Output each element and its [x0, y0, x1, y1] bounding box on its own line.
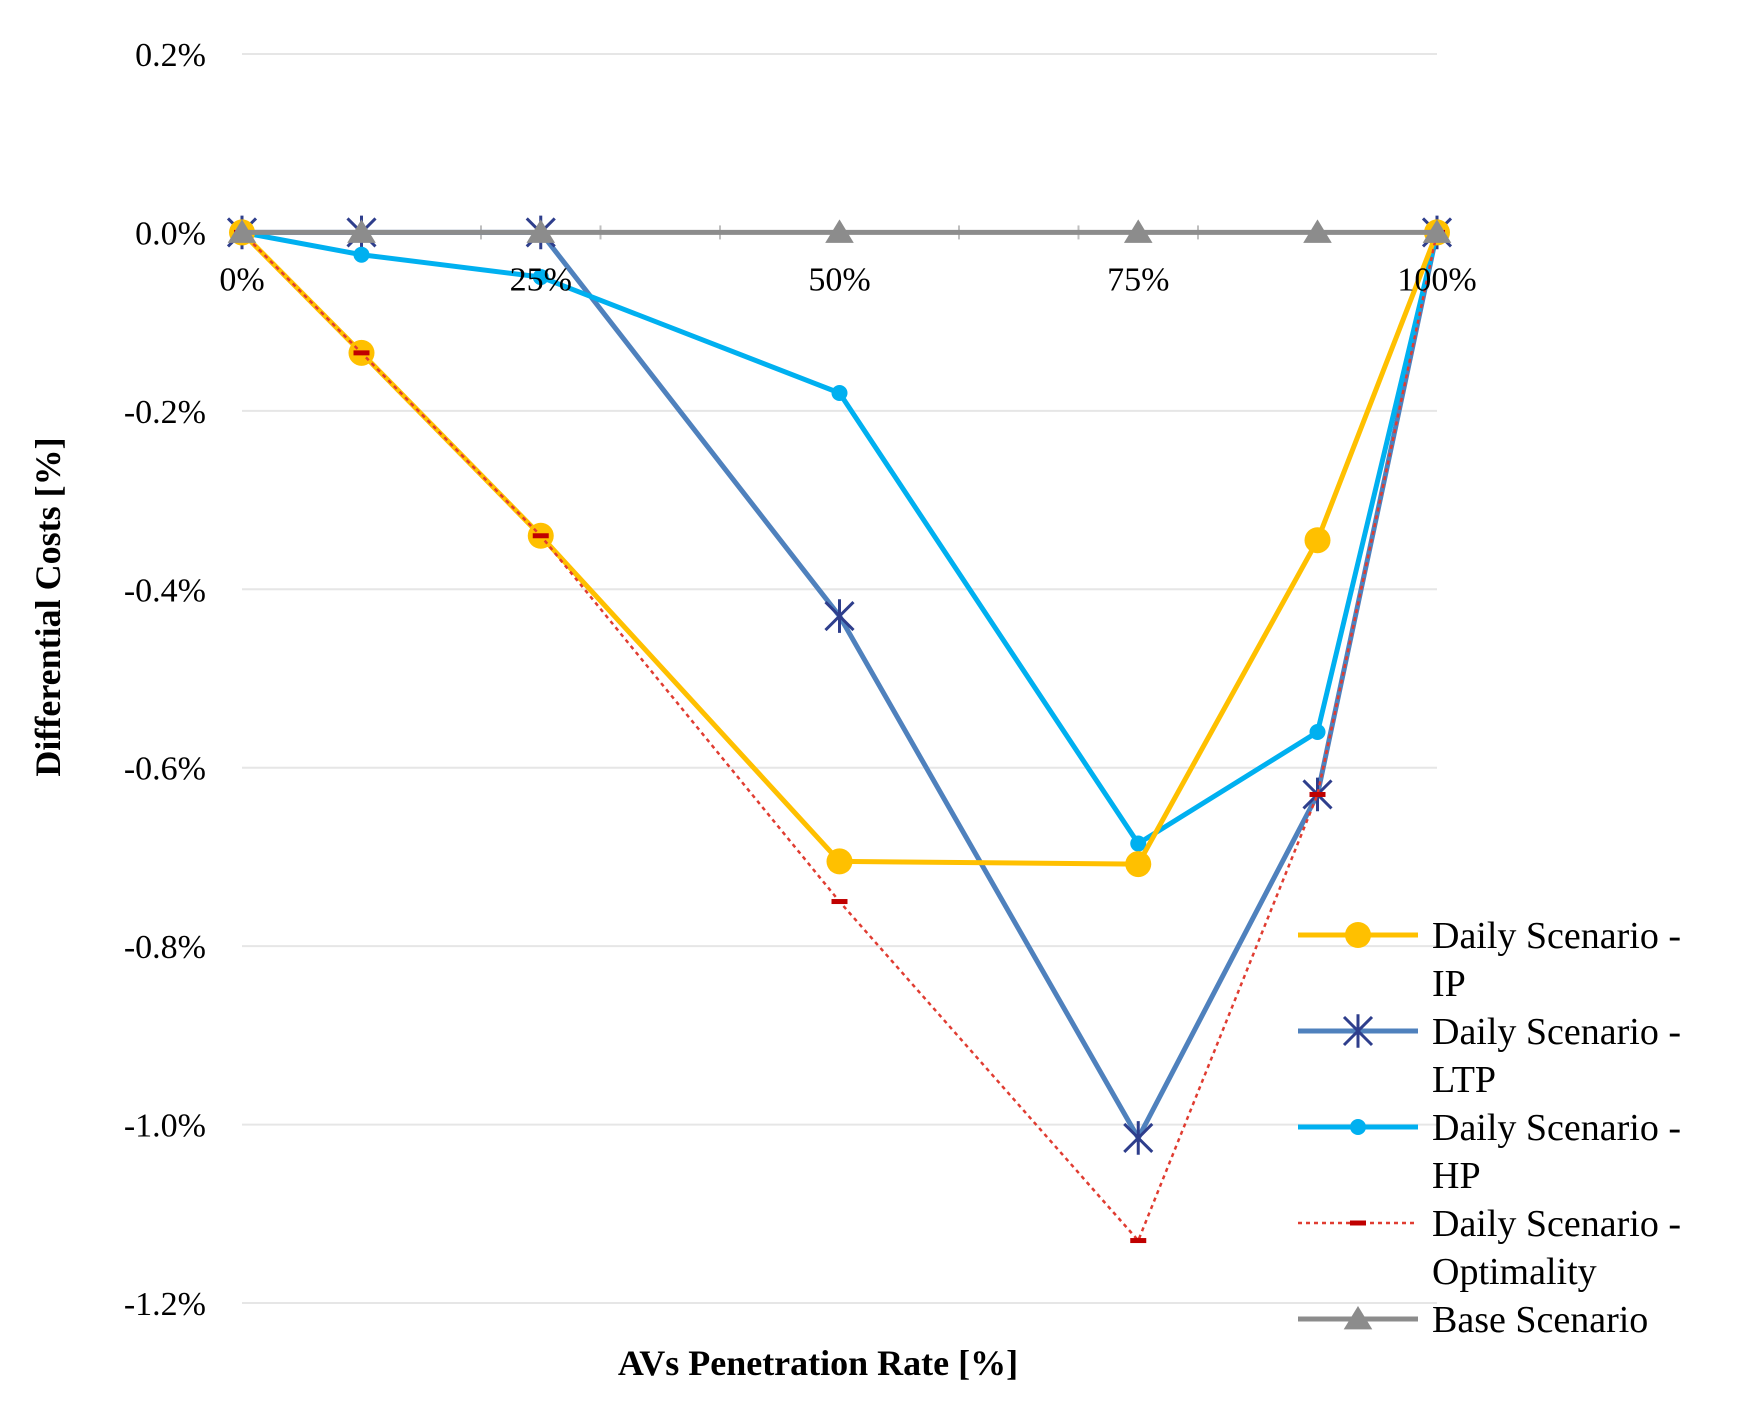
data-point: [1125, 851, 1152, 878]
data-point: [826, 848, 853, 875]
data-point: [1350, 1220, 1366, 1226]
data-point: [831, 385, 848, 402]
y-tick-label: -0.8%: [124, 929, 206, 966]
legend-label: IP: [1432, 963, 1466, 1005]
legend-item: Daily Scenario - Optimality: [1298, 1203, 1681, 1293]
data-point: [824, 599, 855, 633]
x-tick-label: 50%: [808, 261, 870, 298]
x-tick-label: 0%: [219, 261, 264, 298]
legend-item: Daily Scenario - LTP: [1298, 1011, 1681, 1101]
y-axis-ticks: 0.2% 0.0% -0.2% -0.4% -0.6% -0.8% -1.0% -1.2%: [124, 37, 206, 1323]
legend-label: Optimality: [1432, 1251, 1597, 1293]
legend-label: Daily Scenario -: [1432, 915, 1681, 957]
x-axis-ticks: 0% 25% 50% 75% 100%: [219, 261, 1476, 298]
data-point: [353, 350, 370, 356]
series-base-scenario: [227, 219, 1452, 243]
data-point: [532, 269, 549, 286]
legend-item: Daily Scenario - IP: [1298, 915, 1681, 1005]
y-tick-label: -1.2%: [124, 1286, 206, 1323]
x-tick-label: 25%: [510, 261, 572, 298]
y-tick-label: -0.4%: [124, 572, 206, 609]
legend-item: Daily Scenario - HP: [1298, 1107, 1681, 1197]
y-tick-label: 0.0%: [135, 215, 206, 252]
data-point: [825, 219, 854, 243]
legend-label: Daily Scenario -: [1432, 1011, 1681, 1053]
y-tick-label: -0.6%: [124, 751, 206, 788]
legend-label: Base Scenario: [1432, 1299, 1648, 1341]
x-tick-label: 75%: [1107, 261, 1169, 298]
data-point: [227, 219, 257, 243]
series-layer: [226, 215, 1453, 1244]
data-point: [1309, 724, 1326, 741]
data-point: [532, 533, 549, 539]
x-tick-label: 100%: [1397, 261, 1476, 298]
x-axis-title: AVs Penetration Rate [%]: [618, 1343, 1018, 1383]
data-point: [347, 219, 376, 243]
data-point: [1309, 791, 1326, 797]
data-point: [526, 219, 556, 243]
y-tick-label: -0.2%: [124, 394, 206, 431]
data-point: [1304, 527, 1331, 554]
y-tick-label: -1.0%: [124, 1108, 206, 1145]
data-point: [1123, 1121, 1154, 1155]
legend-label: LTP: [1432, 1059, 1496, 1101]
data-point: [1130, 1238, 1147, 1244]
data-point: [1350, 1119, 1366, 1135]
legend-label: HP: [1432, 1155, 1481, 1197]
legend-item: Base Scenario: [1298, 1299, 1648, 1341]
data-point: [1130, 835, 1147, 852]
y-axis-title: Differential Costs [%]: [28, 437, 68, 776]
data-point: [1345, 922, 1371, 948]
data-point: [1343, 1306, 1373, 1330]
y-tick-label: 0.2%: [135, 37, 206, 74]
grid: [242, 53, 1437, 1304]
data-point: [1123, 219, 1153, 243]
data-point: [1342, 1014, 1374, 1048]
legend-label: Daily Scenario -: [1432, 1203, 1681, 1245]
data-point: [831, 899, 848, 905]
data-point: [1303, 219, 1332, 243]
data-point: [353, 246, 370, 263]
legend-label: Daily Scenario -: [1432, 1107, 1681, 1149]
data-point: [1422, 219, 1452, 243]
